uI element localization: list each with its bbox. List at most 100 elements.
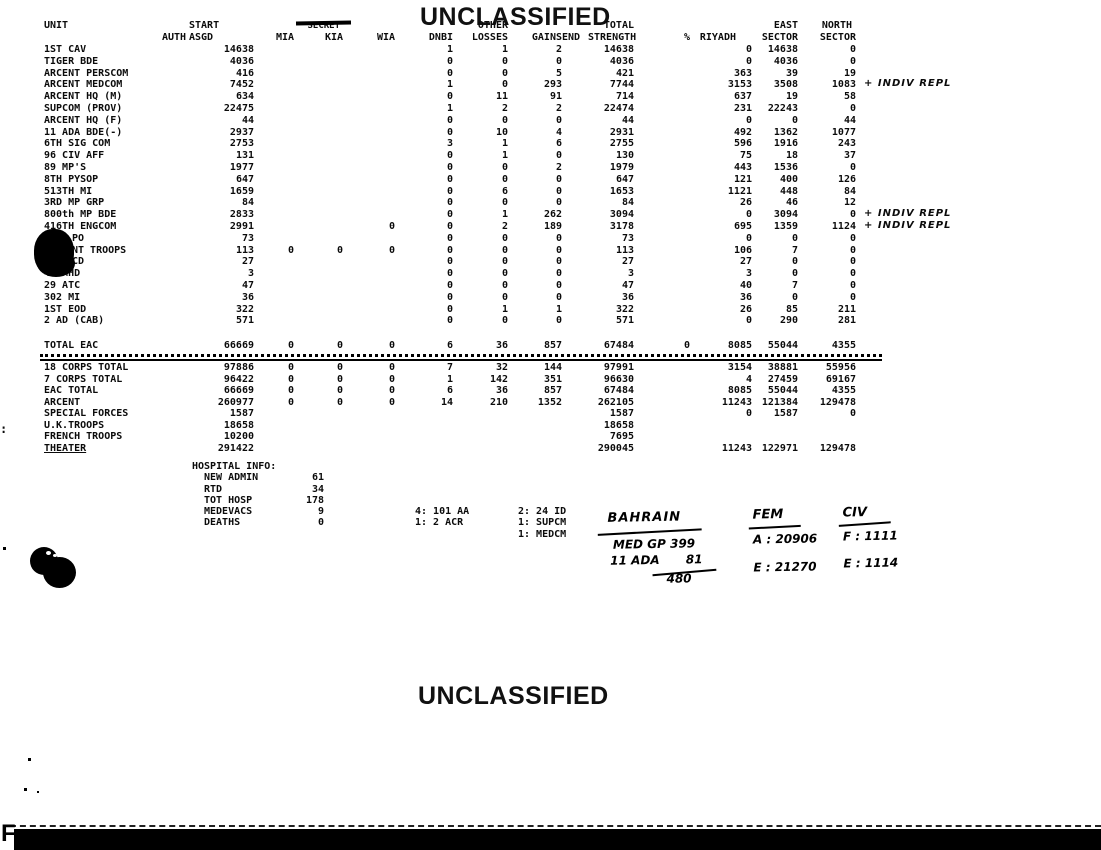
- value-cell: 129478: [819, 396, 856, 408]
- value-cell: [162, 115, 184, 127]
- value-cell: [343, 68, 395, 80]
- value-cell: [634, 103, 690, 115]
- value-cell: 400: [779, 173, 798, 185]
- value-cell: 571: [615, 315, 634, 327]
- unit-cell: 302 MI: [44, 291, 81, 303]
- value-cell: [634, 362, 690, 374]
- redaction-blob: [37, 250, 75, 277]
- value-cell: [562, 374, 588, 386]
- value-cell: [562, 127, 588, 139]
- value-cell: 0: [849, 256, 856, 268]
- value-cell: [162, 56, 184, 68]
- table-row: 7 CORPS TOTAL 96422 0 0 0 1 142 351 96630 4 27459 6…: [44, 374, 856, 386]
- dotted-separator: [40, 354, 882, 357]
- handwritten-indiv-repl-annotation: + INDIV REPL: [864, 78, 952, 90]
- value-cell: [634, 245, 690, 257]
- value-cell: 0: [849, 55, 856, 67]
- unit-cell: 8TH PYSOP: [44, 173, 99, 185]
- value-cell: [562, 292, 588, 304]
- value-cell: 11: [495, 91, 508, 103]
- value-cell: [634, 221, 690, 233]
- value-cell: 0: [555, 232, 562, 244]
- value-cell: 3508: [773, 79, 798, 91]
- header-cell: START: [189, 20, 220, 31]
- header-cell: [690, 20, 752, 32]
- header-cell: TOTAL: [603, 20, 634, 31]
- hospital-stat-label: RTD: [204, 483, 223, 495]
- value-cell: 4036: [229, 55, 254, 67]
- value-cell: [162, 408, 184, 420]
- totals-body: 18 CORPS TOTAL 97886 0 0 0 7 32 144 97991 3154 388…: [44, 362, 856, 454]
- value-cell: [562, 68, 588, 80]
- value-cell: [453, 443, 508, 455]
- value-cell: 0: [683, 340, 690, 352]
- medevac-unit-line: 1: MEDCM: [518, 528, 567, 540]
- value-cell: 73: [621, 232, 634, 244]
- value-cell: 0: [501, 291, 508, 303]
- unit-cell: ARCENT HQ (F): [44, 114, 123, 126]
- table-row: 513TH MI 1659 0 6 0 1653 1121 448 84: [44, 186, 856, 198]
- hospital-info-row: RTD 34: [192, 484, 324, 495]
- value-cell: [634, 79, 690, 91]
- table-row: 96 CIV AFF 131 0 1 0 130 75 18 37: [44, 150, 856, 162]
- value-cell: [562, 327, 588, 352]
- value-cell: 492: [733, 126, 752, 138]
- value-cell: 84: [241, 197, 254, 209]
- value-cell: [162, 431, 184, 443]
- value-cell: [254, 79, 294, 91]
- value-cell: 0: [501, 114, 508, 126]
- table-row: 89 MP'S 1977 0 0 2 1979 443 1536 0: [44, 162, 856, 174]
- value-cell: [254, 127, 294, 139]
- value-cell: [254, 443, 294, 455]
- scan-speck: [3, 547, 6, 550]
- value-cell: [162, 197, 184, 209]
- table-row: ARCENT MEDCOM 7452 1 0 293 7744 3153 3508 1083 + …: [44, 78, 950, 91]
- value-cell: 0: [849, 102, 856, 114]
- bahrain-11ada-label: 11 ADA: [610, 552, 660, 568]
- value-cell: [162, 420, 184, 432]
- value-cell: [162, 245, 184, 257]
- table-row: THEATER 291422 290045 11243 122971 129478: [44, 443, 856, 455]
- value-cell: 0: [336, 362, 343, 373]
- value-cell: 0: [555, 197, 562, 209]
- value-cell: 571: [235, 315, 254, 327]
- header-cell: DNBI: [428, 32, 453, 43]
- header-cell: SECRET: [294, 20, 343, 32]
- hospital-stat-value: 61: [311, 472, 324, 484]
- value-cell: 3154: [727, 362, 752, 373]
- unit-cell: 18 CORPS TOTAL: [44, 362, 129, 373]
- value-cell: [562, 221, 588, 233]
- value-cell: 416: [235, 67, 254, 79]
- value-cell: 36: [495, 385, 508, 396]
- unit-cell: 11 ADA BDE(-): [44, 126, 123, 138]
- value-cell: [562, 233, 588, 245]
- value-cell: 0: [336, 340, 343, 352]
- bahrain-medgp: MED GP 399: [612, 536, 696, 552]
- hospital-info-row: MEDEVACS 9: [192, 506, 324, 517]
- value-cell: 0: [446, 244, 453, 256]
- value-cell: [254, 91, 294, 103]
- value-cell: [562, 197, 588, 209]
- hospital-stat-label: NEW ADMIN: [204, 472, 259, 484]
- unit-cell: THEATER: [44, 442, 87, 454]
- value-cell: [254, 162, 294, 174]
- value-cell: 0: [287, 396, 294, 408]
- unit-cell: 513TH MI: [44, 185, 93, 197]
- value-cell: 36: [739, 291, 752, 303]
- value-cell: [254, 315, 294, 327]
- value-cell: [162, 186, 184, 198]
- value-cell: 0: [791, 114, 798, 126]
- value-cell: 1653: [609, 185, 634, 197]
- value-cell: [254, 292, 294, 304]
- unit-cell: FRENCH TROOPS: [44, 431, 123, 442]
- hospital-info-row: NEW ADMIN 61: [192, 472, 324, 483]
- hospital-info-row: TOT HOSP 178: [192, 495, 324, 506]
- value-cell: 0: [555, 315, 562, 327]
- value-cell: 3153: [727, 79, 752, 91]
- header-row: UNIT START SECRET OTHER TOTAL EAST NORTH: [44, 20, 856, 32]
- handwritten-note-bahrain: BAHRAIN MED GP 399 11 ADA 81 480: [597, 509, 717, 587]
- value-cell: 58: [843, 91, 856, 103]
- value-cell: 0: [336, 396, 343, 408]
- unit-cell: U.K.TROOPS: [44, 419, 105, 431]
- header-cell: MIA: [275, 32, 294, 43]
